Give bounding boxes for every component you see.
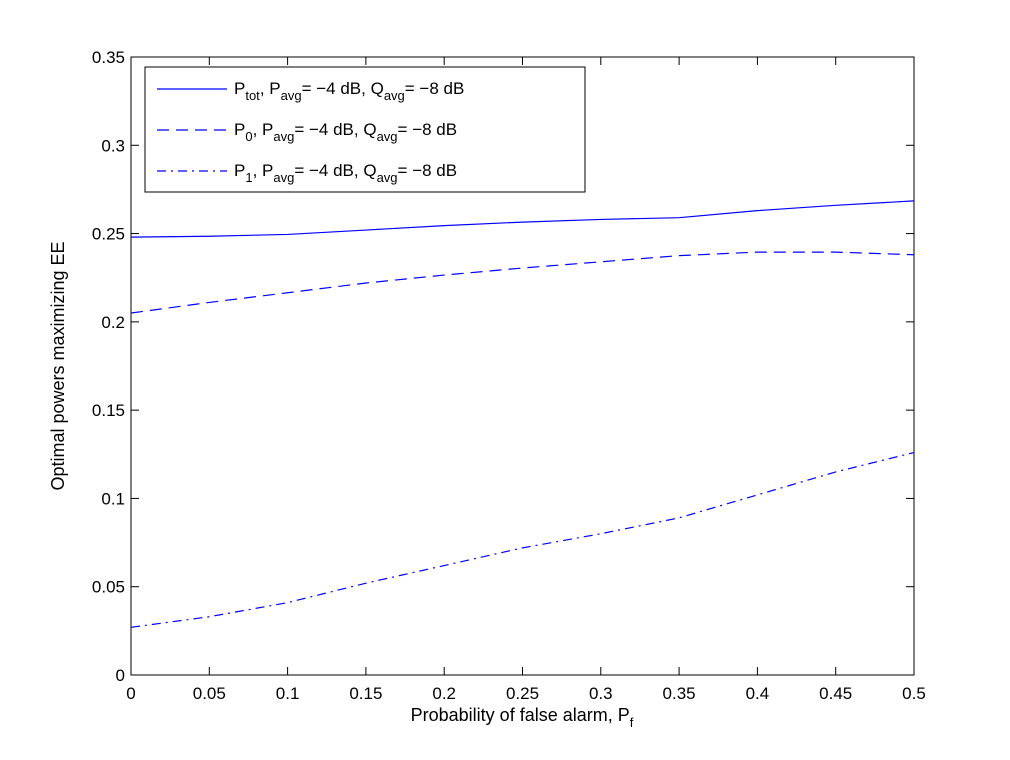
legend-label-1: Ptot, Pavg= −4 dB, Qavg= −8 dB	[234, 79, 464, 103]
legend-label-3: P1, Pavg= −4 dB, Qavg= −8 dB	[234, 161, 457, 185]
x-tick-label: 0.35	[663, 684, 696, 703]
x-axis-label: Probability of false alarm, Pf	[411, 705, 634, 730]
legend-subscript: avg	[384, 88, 405, 103]
x-tick-labels: 0 0.05 0.1 0.15 0.2 0.25 0.3 0.35 0.4 0.45 0.5	[126, 684, 926, 703]
series-line-1	[130, 200, 915, 238]
legend-text-part: = −8 dB	[398, 120, 458, 139]
x-tick-label: 0.05	[193, 684, 226, 703]
x-tick-label: 0.3	[589, 684, 613, 703]
legend-label-2: P0, Pavg= −4 dB, Qavg= −8 dB	[234, 120, 457, 144]
legend-text-part: = −8 dB	[405, 79, 465, 98]
axis-ticks	[130, 56, 915, 676]
x-tick-label: 0.45	[819, 684, 852, 703]
legend-text-part: , P	[253, 161, 274, 180]
legend-text-part: P	[234, 79, 245, 98]
legend-subscript: tot	[245, 88, 260, 103]
legend-text-part: = −4 dB, Q	[302, 79, 384, 98]
x-tick-label: 0.2	[432, 684, 456, 703]
series-lines	[130, 200, 915, 628]
legend-text-part: , P	[253, 120, 274, 139]
x-tick-label: 0.25	[506, 684, 539, 703]
legend-text-part: = −4 dB, Q	[294, 161, 376, 180]
y-tick-label: 0	[116, 666, 125, 685]
legend-text-part: P	[234, 161, 245, 180]
x-tick-label: 0.15	[349, 684, 382, 703]
y-tick-label: 0.35	[92, 48, 125, 67]
x-tick-label: 0.4	[746, 684, 770, 703]
y-tick-label: 0.2	[101, 313, 125, 332]
legend-subscript: avg	[377, 129, 398, 144]
y-tick-label: 0.1	[101, 489, 125, 508]
y-tick-label: 0.15	[92, 401, 125, 420]
legend-subscript: avg	[273, 170, 294, 185]
legend-subscript: avg	[377, 170, 398, 185]
legend-subscript: avg	[281, 88, 302, 103]
series-line-3	[130, 451, 915, 628]
x-axis-label-main: Probability of false alarm, P	[411, 705, 630, 725]
x-axis-label-subscript: f	[630, 715, 634, 730]
legend-subscript: avg	[273, 129, 294, 144]
legend-text-part: , P	[260, 79, 281, 98]
x-tick-label: 0.1	[276, 684, 300, 703]
legend-text-part: P	[234, 120, 245, 139]
legend-text-part: = −4 dB, Q	[294, 120, 376, 139]
y-tick-label: 0.25	[92, 225, 125, 244]
legend-subscript: 0	[245, 129, 252, 144]
y-tick-label: 0.3	[101, 136, 125, 155]
x-tick-label: 0	[126, 684, 135, 703]
series-line-2	[130, 251, 915, 314]
y-tick-label: 0.05	[92, 578, 125, 597]
legend-text-part: = −8 dB	[398, 161, 458, 180]
y-tick-labels: 0 0.05 0.1 0.15 0.2 0.25 0.3 0.35	[92, 48, 125, 685]
y-axis-label: Optimal powers maximizing EE	[48, 241, 68, 490]
x-tick-label: 0.5	[902, 684, 926, 703]
legend-subscript: 1	[245, 170, 252, 185]
